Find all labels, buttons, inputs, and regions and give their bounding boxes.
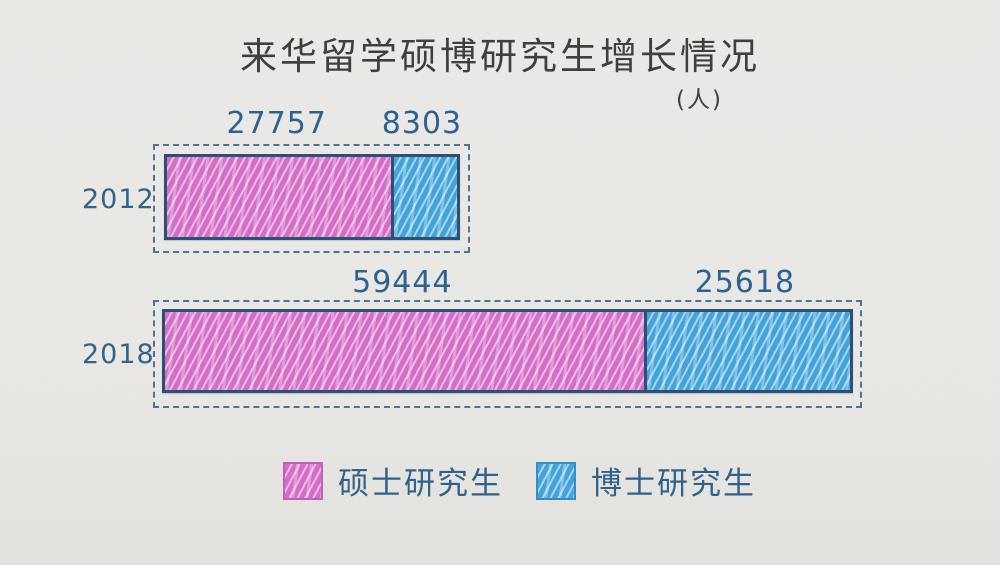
doctoral-swatch-icon <box>536 461 576 500</box>
stacked-bar-2012 <box>164 154 461 240</box>
year-label-2018: 2018 <box>82 339 155 370</box>
value-label-doctoral-2012: 8303 <box>381 106 463 141</box>
year-label-2012: 2012 <box>82 184 155 215</box>
bar-group-2012 <box>153 144 470 253</box>
masters-swatch-icon <box>283 461 323 500</box>
bar-group-2018 <box>153 300 862 408</box>
bar-segment-doctoral-2018 <box>643 312 850 390</box>
value-label-doctoral-2018: 25618 <box>694 265 796 300</box>
chart-title: 来华留学硕博研究生增长情况 <box>240 35 760 78</box>
unit-label: (人) <box>676 87 723 113</box>
legend-label-doctoral: 博士研究生 <box>591 466 756 502</box>
legend-item-doctoral: 博士研究生 <box>536 458 756 503</box>
legend-item-masters: 硕士研究生 <box>283 458 503 503</box>
bar-segment-masters-2018 <box>165 312 644 390</box>
bar-segment-doctoral-2012 <box>390 157 458 237</box>
value-label-masters-2018: 59444 <box>352 265 453 300</box>
legend: 硕士研究生 博士研究生 <box>283 458 756 503</box>
stacked-bar-2018 <box>162 309 853 393</box>
bar-segment-masters-2012 <box>167 157 391 237</box>
legend-label-masters: 硕士研究生 <box>338 466 503 502</box>
value-label-masters-2012: 27757 <box>226 106 327 141</box>
